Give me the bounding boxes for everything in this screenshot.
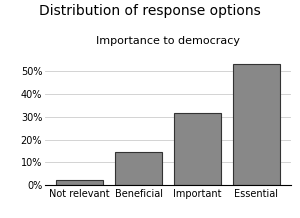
- Bar: [56, 180, 103, 185]
- Title: Importance to democracy: Importance to democracy: [96, 36, 240, 46]
- Bar: [233, 64, 280, 185]
- Text: Distribution of response options: Distribution of response options: [39, 4, 261, 18]
- Bar: [174, 113, 221, 185]
- Bar: [115, 152, 162, 185]
